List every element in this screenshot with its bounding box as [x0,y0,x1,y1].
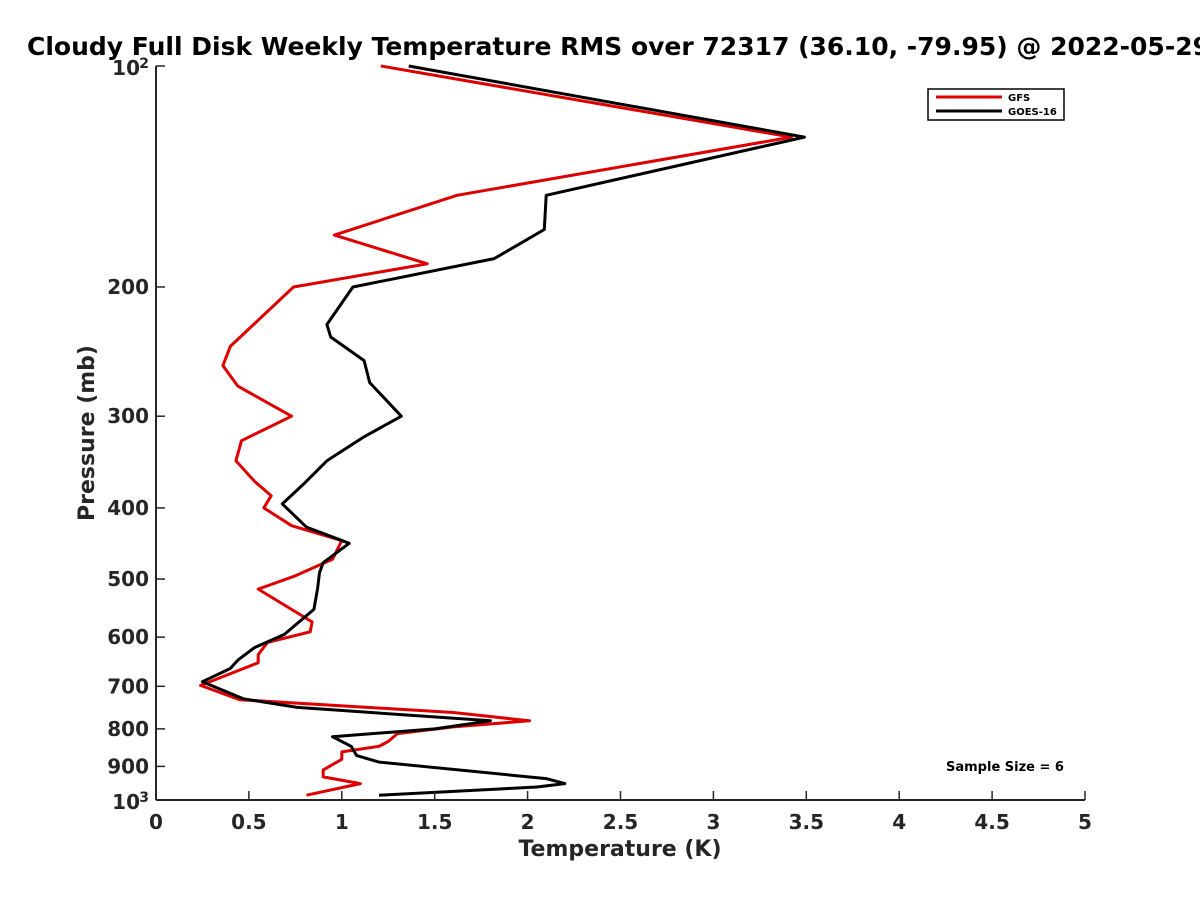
x-tick-label: 5 [1078,810,1092,834]
y-tick-label: 600 [107,625,149,649]
x-tick-label: 1 [335,810,349,834]
legend-label-gfs: GFS [1008,93,1030,104]
legend-box [927,88,1065,121]
y-tick-base: 10 [112,790,140,814]
legend: GFS GOES-16 [927,88,1065,121]
x-tick-label: 4.5 [974,810,1009,834]
y-tick-label: 400 [107,496,149,520]
axes-layer: 0 0.5 1 1.5 2 2.5 3 3.5 4 4.5 52102003004005006007… [107,56,1092,834]
x-tick-label: 3 [706,810,720,834]
y-tick-label-power: 310 [112,790,149,814]
y-tick-exponent: 2 [139,56,149,72]
chart-title: Cloudy Full Disk Weekly Temperature RMS … [27,32,1200,61]
y-tick-label: 700 [107,674,149,698]
x-tick-label: 2 [521,810,535,834]
x-tick-label: 0 [149,810,163,834]
y-tick-label: 800 [107,717,149,741]
y-tick-label: 500 [107,567,149,591]
y-tick-label-power: 210 [112,56,149,80]
series-line-goes-16 [200,64,806,797]
series-layer [199,64,806,797]
y-tick-exponent: 3 [139,790,149,806]
x-tick-label: 0.5 [231,810,266,834]
x-tick-label: 1.5 [417,810,452,834]
y-tick-label: 900 [107,754,149,778]
y-tick-base: 10 [112,56,140,80]
y-axis-label: Pressure (mb) [75,345,100,521]
legend-label-goes-16: GOES-16 [1008,107,1057,118]
sample-size-annotation: Sample Size = 6 [946,760,1064,775]
y-tick-label: 300 [107,404,149,428]
x-tick-label: 4 [892,810,906,834]
x-tick-label: 2.5 [603,810,638,834]
series-line-gfs [199,64,793,797]
x-tick-label: 3.5 [789,810,824,834]
y-tick-label: 200 [107,275,149,299]
x-axis-label: Temperature (K) [518,837,721,862]
